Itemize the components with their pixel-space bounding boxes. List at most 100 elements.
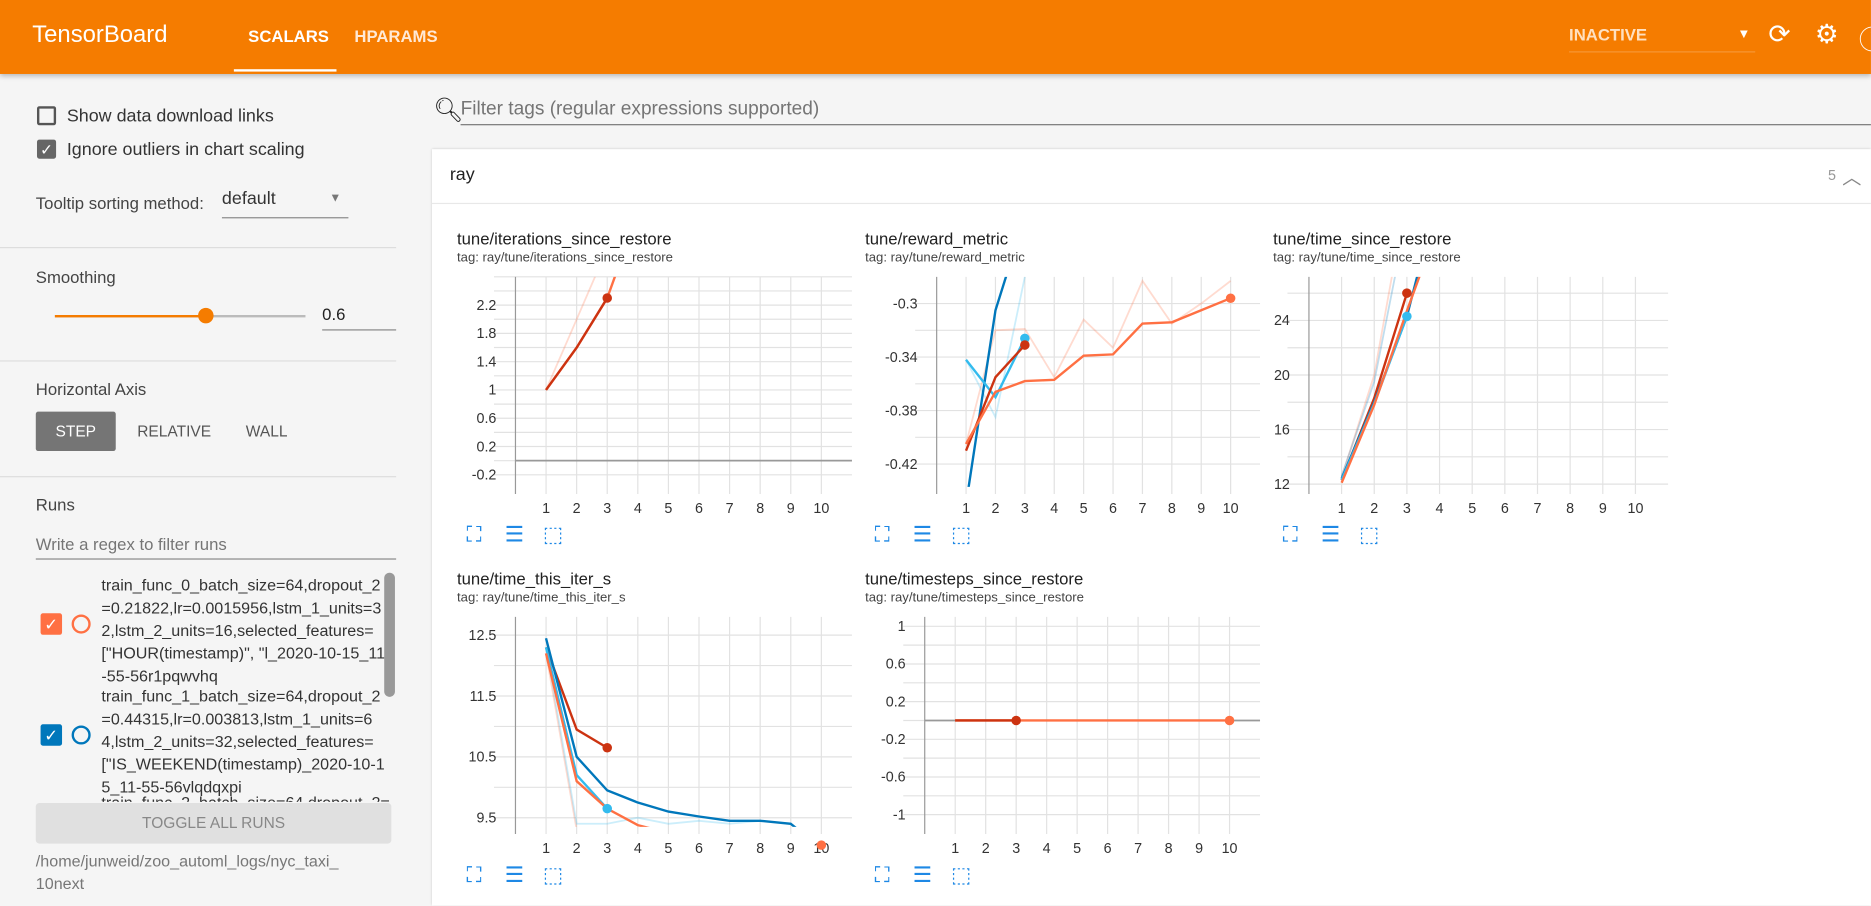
y-tick-label: -0.2 (472, 468, 497, 484)
series-line (965, 337, 1026, 400)
raw-series-line (965, 279, 1232, 445)
x-tick-label: 4 (1436, 501, 1444, 517)
plugin-select-value: INACTIVE (1569, 25, 1648, 45)
smoothing-slider-fill (54, 315, 206, 318)
x-tick-label: 2 (1370, 501, 1378, 517)
y-tick-label: 1.4 (476, 354, 496, 370)
x-tick-label: 1 (951, 841, 959, 857)
app-title: TensorBoard (32, 21, 168, 48)
series-end-dot (1011, 715, 1021, 726)
x-tick-label: 9 (787, 501, 795, 517)
fit-domain-icon[interactable]: ⬚ (950, 862, 972, 887)
x-tick-label: 3 (603, 841, 611, 857)
series-line (544, 637, 797, 827)
tag-group-header[interactable]: ray 5 ︿ (431, 149, 1871, 205)
x-tick-label: 8 (1168, 501, 1176, 517)
caret-down-icon: ▼ (1737, 27, 1751, 42)
chart-plot: -0.42 -0.38 -0.34 -0.3 1 2 3 4 5 6 7 8 9 10 (885, 276, 1261, 517)
raw-series-line (1340, 276, 1393, 478)
run-1-color-radio[interactable] (71, 725, 91, 745)
x-tick-label: 2 (991, 501, 999, 517)
raw-series-line (1340, 276, 1396, 477)
tag-group-name: ray (449, 164, 475, 185)
y-tick-label: 0.6 (886, 657, 906, 673)
chart-card: tune/time_since_restore tag: ray/tune/ti… (1273, 229, 1669, 546)
smoothing-input[interactable]: 0.6 (322, 304, 397, 331)
x-tick-label: 2 (573, 841, 581, 857)
tab-scalars[interactable]: SCALARS (248, 26, 329, 46)
raw-series-line (965, 276, 1026, 420)
divider (0, 360, 397, 362)
x-tick-label: 1 (1338, 501, 1346, 517)
x-tick-label: 3 (1403, 501, 1411, 517)
chart-tag: tag: ray/tune/timesteps_since_restore (865, 590, 1084, 605)
x-tick-label: 8 (1566, 501, 1574, 517)
run-0-checkbox[interactable]: ✓ (40, 613, 63, 635)
x-tick-label: 3 (1021, 501, 1029, 517)
axis-step-button[interactable]: STEP (35, 411, 116, 452)
fullscreen-icon[interactable]: ⛶ (874, 522, 890, 547)
runs-scrollbar[interactable] (384, 572, 395, 697)
gear-icon[interactable]: ⚙ (1814, 19, 1839, 49)
fit-domain-icon[interactable]: ⬚ (1359, 522, 1380, 547)
axis-wall-button[interactable]: WALL (245, 422, 288, 441)
chart-tag: tag: ray/tune/reward_metric (865, 250, 1025, 265)
y-tick-label: -0.34 (885, 350, 918, 366)
fullscreen-icon[interactable]: ⛶ (466, 522, 482, 547)
toggle-all-runs-button[interactable]: TOGGLE ALL RUNS (35, 803, 392, 844)
runs-filter-input[interactable] (35, 529, 397, 560)
x-tick-label: 4 (1043, 841, 1051, 857)
y-tick-label: -0.42 (885, 457, 918, 473)
ignore-outliers-checkbox[interactable]: ✓ (36, 139, 57, 159)
data-table-icon[interactable]: ☰ (504, 862, 524, 887)
x-tick-label: 5 (1080, 501, 1088, 517)
show-download-links-checkbox[interactable] (36, 106, 57, 126)
y-tick-label: 20 (1274, 368, 1290, 384)
data-table-icon[interactable]: ☰ (1320, 522, 1341, 547)
axis-relative-button[interactable]: RELATIVE (137, 422, 212, 441)
tooltip-sorting-select[interactable]: default ▼ (221, 189, 349, 219)
fit-domain-icon[interactable]: ⬚ (542, 862, 564, 887)
series-line (544, 647, 609, 810)
refresh-icon[interactable]: ⟳ (1768, 19, 1791, 49)
smoothing-slider[interactable] (54, 307, 306, 324)
fullscreen-icon[interactable]: ⛶ (466, 862, 482, 887)
fullscreen-icon[interactable]: ⛶ (1282, 522, 1298, 547)
x-tick-label: 7 (1534, 501, 1542, 517)
smoothing-slider-knob[interactable] (198, 307, 214, 324)
series-group (544, 637, 797, 827)
fullscreen-icon[interactable]: ⛶ (874, 862, 890, 887)
series-line (545, 276, 617, 391)
runs-list: ✓ train_func_0_batch_size=64,dropout_2=0… (0, 568, 396, 802)
series-group (964, 276, 1232, 487)
tag-group-count: 5 (1827, 167, 1836, 184)
chart-title: tune/timesteps_since_restore (865, 569, 1084, 589)
data-table-icon[interactable]: ☰ (504, 522, 524, 547)
data-table-icon[interactable]: ☰ (912, 522, 933, 547)
x-tick-label: 5 (664, 501, 672, 517)
tag-group-card: ray 5 ︿ (431, 149, 1871, 906)
fit-domain-icon[interactable]: ⬚ (950, 522, 972, 547)
y-tick-label: 11.5 (470, 689, 497, 705)
plugin-select[interactable]: INACTIVE ▼ (1569, 25, 1756, 53)
x-tick-label: 5 (1073, 841, 1081, 857)
y-tick-label: 10.5 (469, 750, 497, 766)
help-icon[interactable]: ⓘ (1859, 19, 1871, 57)
x-tick-label: 10 (1627, 501, 1643, 517)
filter-tags-input[interactable] (460, 95, 1871, 126)
fit-domain-icon[interactable]: ⬚ (542, 522, 564, 547)
chevron-up-icon[interactable]: ︿ (1842, 168, 1862, 189)
series-end-dot (816, 840, 827, 850)
series-line (1340, 276, 1421, 484)
search-icon: 🔍︎ (433, 97, 464, 125)
data-table-icon[interactable]: ☰ (912, 862, 933, 887)
x-tick-label: 3 (603, 501, 611, 517)
chart-tag: tag: ray/tune/iterations_since_restore (456, 250, 673, 265)
run-1-name: train_func_1_batch_size=64,dropout_2=0.4… (101, 687, 385, 796)
y-tick-label: 12.5 (469, 628, 497, 644)
tab-hparams[interactable]: HPARAMS (354, 26, 438, 46)
run-1-checkbox[interactable]: ✓ (40, 724, 63, 746)
run-0-color-radio[interactable] (71, 614, 91, 634)
y-tick-label: 0.6 (476, 411, 496, 427)
